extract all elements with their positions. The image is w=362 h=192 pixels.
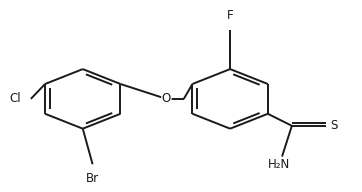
Text: S: S: [330, 119, 337, 132]
Text: Cl: Cl: [9, 92, 21, 105]
Text: Br: Br: [86, 172, 99, 185]
Text: H₂N: H₂N: [268, 158, 290, 171]
Text: O: O: [162, 92, 171, 105]
Text: F: F: [227, 9, 233, 22]
